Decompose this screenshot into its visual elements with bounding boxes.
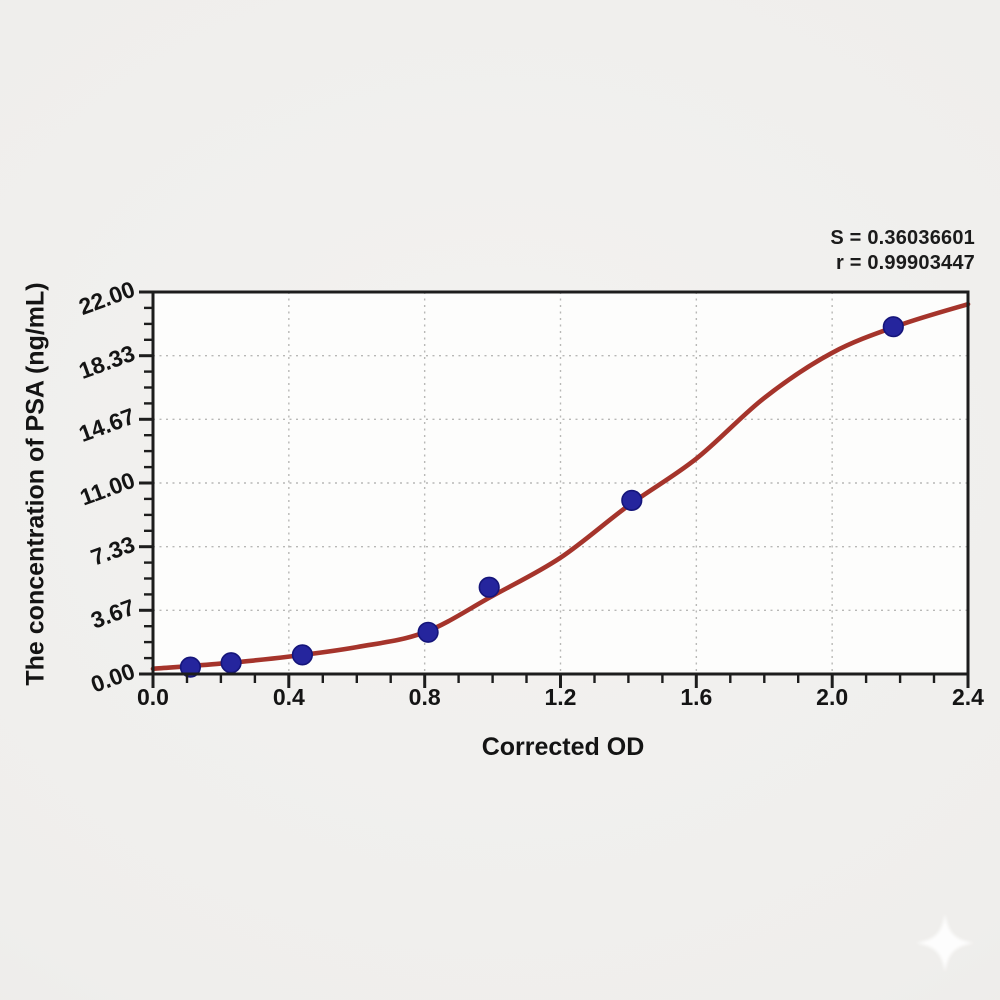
fit-statistics: S = 0.36036601 r = 0.99903447 — [830, 226, 975, 276]
x-tick-label: 0.4 — [272, 684, 305, 710]
x-tick-label: 0.8 — [408, 684, 441, 710]
stat-r-value: r = 0.99903447 — [835, 252, 975, 274]
data-point — [220, 652, 242, 674]
data-point — [291, 644, 314, 666]
stat-s-value: S = 0.36036601 — [830, 227, 975, 249]
sparkle-watermark-icon — [916, 914, 974, 972]
fitted-curve — [150, 301, 971, 672]
plot-area — [153, 292, 968, 674]
data-point — [882, 316, 904, 338]
x-tick-label: 1.2 — [544, 684, 577, 710]
data-point — [478, 576, 500, 598]
x-axis-title: Corrected OD — [481, 733, 645, 761]
x-tick-label: 2.0 — [816, 684, 849, 710]
x-tick-label: 1.6 — [680, 684, 713, 710]
data-point — [621, 489, 643, 512]
data-point — [417, 621, 439, 643]
data-point — [179, 656, 201, 678]
x-tick-label: 0.0 — [137, 684, 169, 710]
plot-frame — [151, 290, 970, 676]
x-tick-label: 2.4 — [952, 684, 984, 710]
